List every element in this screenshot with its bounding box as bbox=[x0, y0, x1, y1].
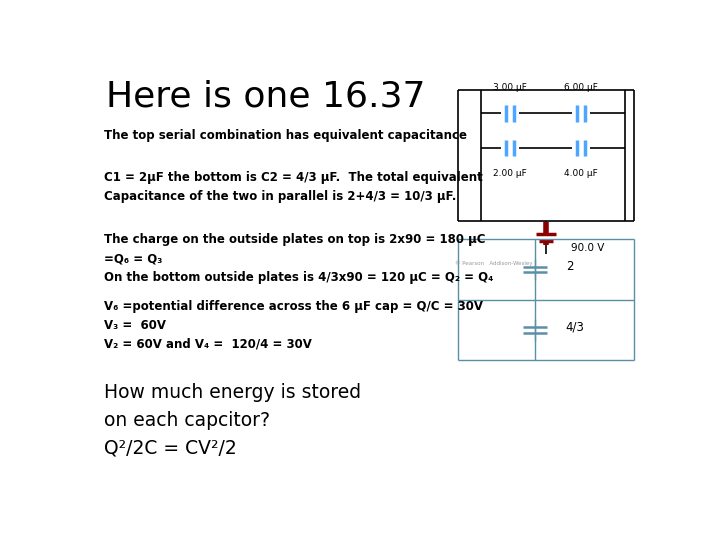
Text: Here is one 16.37: Here is one 16.37 bbox=[106, 79, 425, 113]
Text: 4/3: 4/3 bbox=[566, 320, 585, 333]
Text: 2.00 μF: 2.00 μF bbox=[492, 168, 526, 178]
Text: The top serial combination has equivalent capacitance: The top serial combination has equivalen… bbox=[104, 129, 467, 142]
Text: C1 = 2μF the bottom is C2 = 4/3 μF.  The total equivalent
Capacitance of the two: C1 = 2μF the bottom is C2 = 4/3 μF. The … bbox=[104, 171, 482, 203]
Text: V₆ =potential difference across the 6 μF cap = Q/C = 30V
V₃ =  60V
V₂ = 60V and : V₆ =potential difference across the 6 μF… bbox=[104, 300, 483, 350]
Text: 4.00 μF: 4.00 μF bbox=[564, 168, 598, 178]
Text: How much energy is stored
on each capcitor?
Q²/2C = CV²/2: How much energy is stored on each capcit… bbox=[104, 383, 361, 458]
Text: 90.0 V: 90.0 V bbox=[571, 243, 605, 253]
Text: The charge on the outside plates on top is 2x90 = 180 μC
=Q₆ = Q₃
On the bottom : The charge on the outside plates on top … bbox=[104, 233, 493, 284]
Text: 3.00 μF: 3.00 μF bbox=[492, 83, 526, 92]
Text: 6.00 μF: 6.00 μF bbox=[564, 83, 598, 92]
Text: © Pearson   Addison-Wesley: © Pearson Addison-Wesley bbox=[456, 260, 533, 266]
Text: 2: 2 bbox=[566, 260, 573, 273]
